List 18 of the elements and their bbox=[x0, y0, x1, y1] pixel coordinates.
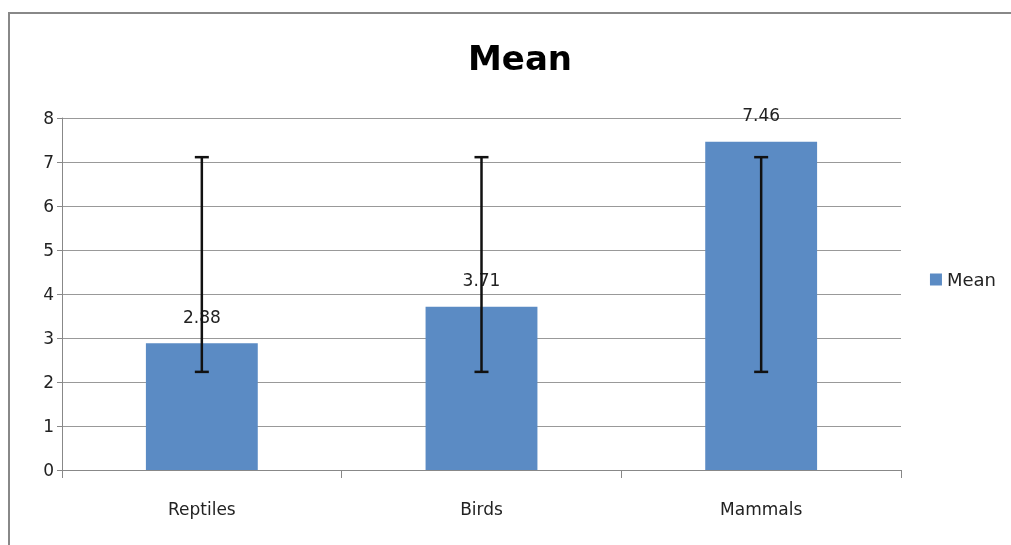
y-tick-label: 7 bbox=[43, 152, 54, 172]
x-tick-label: Reptiles bbox=[167, 498, 236, 519]
bar bbox=[145, 343, 258, 470]
y-tick-label: 4 bbox=[43, 284, 54, 304]
bar bbox=[705, 141, 818, 470]
y-tick-label: 3 bbox=[43, 328, 54, 348]
chart-title: Mean bbox=[467, 38, 573, 78]
legend-label: Mean bbox=[946, 269, 996, 290]
y-tick-label: 1 bbox=[43, 416, 54, 436]
x-tick-label: Mammals bbox=[720, 498, 803, 519]
y-tick-label: 6 bbox=[43, 196, 54, 216]
bar bbox=[425, 306, 538, 470]
y-tick-label: 0 bbox=[43, 460, 54, 480]
y-tick-label: 5 bbox=[43, 240, 54, 260]
x-tick-label: Birds bbox=[460, 498, 503, 519]
data-label: 7.46 bbox=[742, 105, 781, 126]
y-tick-label: 8 bbox=[43, 108, 54, 128]
y-tick-label: 2 bbox=[43, 372, 54, 392]
